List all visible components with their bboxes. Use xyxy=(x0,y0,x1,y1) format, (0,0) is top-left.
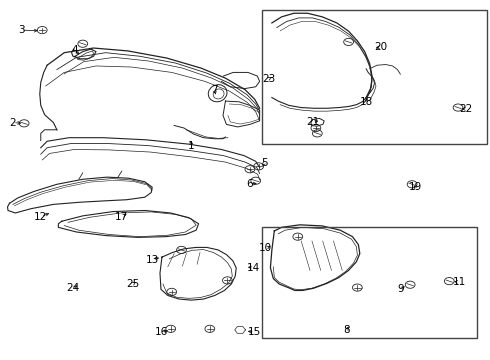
Text: 25: 25 xyxy=(126,279,139,289)
Bar xyxy=(262,10,487,144)
Text: 22: 22 xyxy=(459,104,472,114)
Text: 20: 20 xyxy=(374,42,388,52)
Text: 4: 4 xyxy=(72,45,78,55)
Text: 6: 6 xyxy=(246,179,253,189)
Text: 7: 7 xyxy=(211,85,218,95)
Text: 11: 11 xyxy=(452,277,466,287)
Text: 8: 8 xyxy=(343,325,350,335)
Text: 23: 23 xyxy=(262,74,275,84)
Text: 3: 3 xyxy=(18,25,24,35)
Text: 19: 19 xyxy=(408,182,422,192)
Text: 9: 9 xyxy=(397,284,404,294)
Text: 5: 5 xyxy=(261,158,268,168)
Text: 14: 14 xyxy=(247,263,260,273)
Text: 15: 15 xyxy=(248,327,261,337)
Text: 21: 21 xyxy=(306,117,319,127)
Text: 24: 24 xyxy=(66,283,80,293)
Text: 12: 12 xyxy=(34,212,48,221)
Text: 16: 16 xyxy=(154,327,168,337)
Text: 13: 13 xyxy=(146,255,159,265)
Bar xyxy=(262,226,477,338)
Text: 18: 18 xyxy=(360,97,373,107)
Text: 17: 17 xyxy=(115,212,128,221)
Text: 2: 2 xyxy=(10,118,16,128)
Text: 1: 1 xyxy=(188,141,195,151)
Text: 10: 10 xyxy=(259,243,272,253)
